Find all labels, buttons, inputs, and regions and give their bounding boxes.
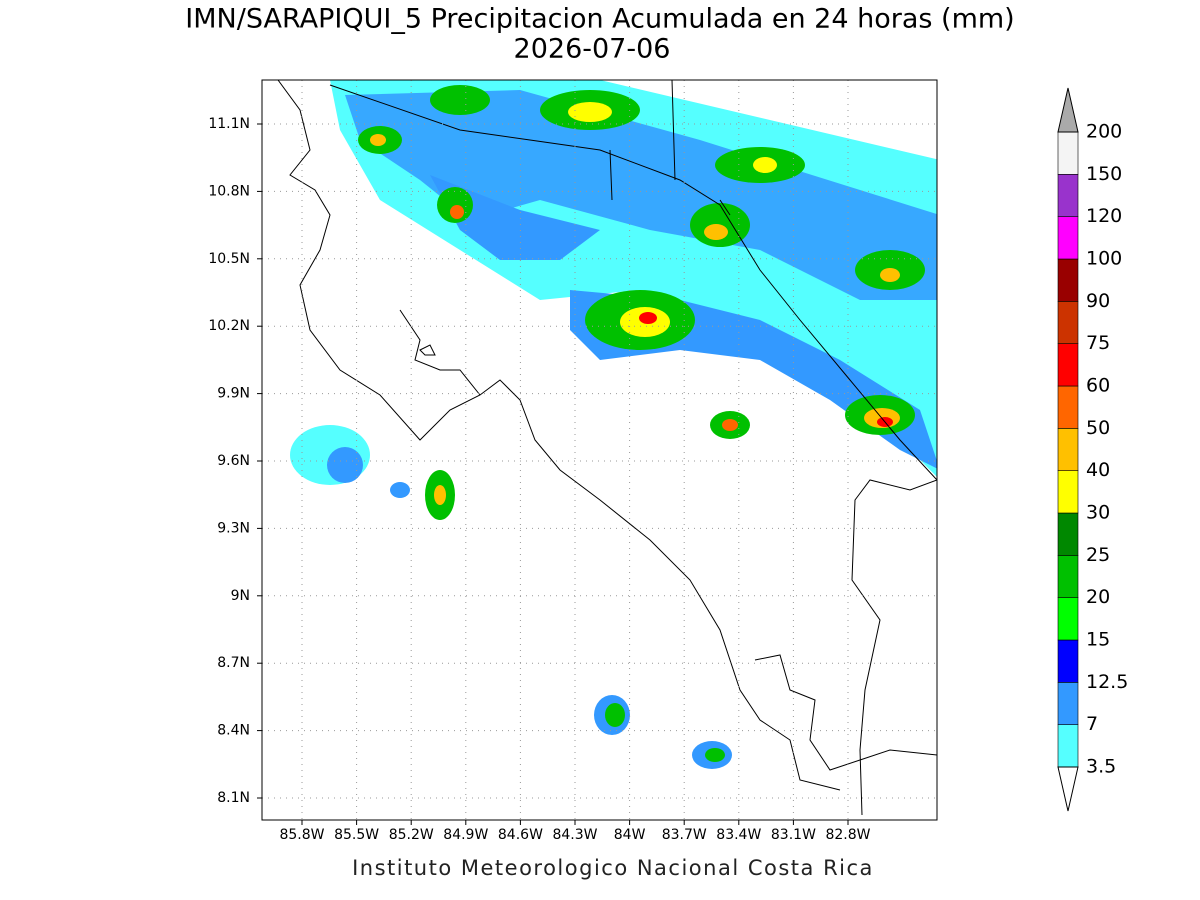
colorbar-label: 50 [1086,417,1110,439]
lon-label: 82.8W [825,827,870,843]
colorbar-box [1057,597,1079,641]
colorbar-label: 7 [1086,713,1098,735]
colorbar-box [1057,682,1079,725]
colorbar-box [1057,724,1079,768]
lat-label: 9.3N [217,520,250,536]
lat-label: 11.1N [208,116,250,132]
title: IMN/SARAPIQUI_5 Precipitacion Acumulada … [185,4,1014,35]
colorbar-box [1057,512,1079,556]
lon-label: 83.1W [771,827,816,843]
lat-label: 8.1N [217,790,250,806]
lat-label: 9.9N [217,386,250,402]
colorbar-box [1057,428,1079,471]
lon-label: 83.7W [662,827,707,843]
lat-label: 10.5N [208,251,250,267]
axes: 11.1N 10.8N 10.5N 10.2N 9.9N 9.6N 9.3N 9N 8.7N 8.… [208,116,870,843]
colorbar-box [1057,639,1079,683]
lat-label: 10.2N [208,318,250,334]
lat-label: 9.6N [217,453,250,469]
colorbar-label: 12.5 [1086,671,1128,693]
colorbar-label: 200 [1086,121,1122,143]
colorbar-label: 60 [1086,375,1110,397]
coastlines [277,80,937,816]
lon-label: 84W [614,827,646,843]
colorbar-box [1057,174,1079,217]
lat-label: 9N [231,588,250,604]
colorbar-label: 100 [1086,248,1122,270]
colorbar-box [1057,301,1079,344]
map-frame [261,79,938,821]
colorbar-box [1057,216,1079,260]
colorbar-box [1057,131,1079,175]
colorbar-label: 15 [1086,629,1110,651]
lon-label: 85.8W [279,827,324,843]
colorbar-label: 75 [1086,332,1110,354]
lon-label: 85.2W [389,827,434,843]
lon-label: 83.4W [716,827,761,843]
colorbar-box [1057,343,1079,387]
precipitation-field [290,80,937,769]
colorbar-label: 150 [1086,163,1122,185]
lat-label: 10.8N [208,183,250,199]
colorbar-box [1057,385,1079,429]
colorbar: 3.5 7 12.5 15 20 25 30 40 50 60 75 90 100 120 150 200 [1057,87,1128,812]
colorbar-box [1057,258,1079,302]
colorbar-label: 3.5 [1086,756,1116,778]
colorbar-box [1057,555,1079,598]
colorbar-label: 25 [1086,544,1110,566]
lat-label: 8.7N [217,655,250,671]
lon-label: 84.9W [443,827,488,843]
date: 2026-07-06 [514,34,671,65]
colorbar-under [1057,766,1079,812]
colorbar-label: 20 [1086,586,1110,608]
colorbar-over [1057,87,1079,133]
lon-label: 84.6W [498,827,543,843]
colorbar-box [1057,470,1079,514]
colorbar-label: 120 [1086,205,1122,227]
colorbar-label: 40 [1086,459,1110,481]
lon-label: 84.3W [552,827,597,843]
lat-label: 8.4N [217,723,250,739]
colorbar-label: 90 [1086,290,1110,312]
colorbar-label: 30 [1086,502,1110,524]
footer: Instituto Meteorologico Nacional Costa R… [352,856,874,880]
lon-label: 85.5W [334,827,379,843]
